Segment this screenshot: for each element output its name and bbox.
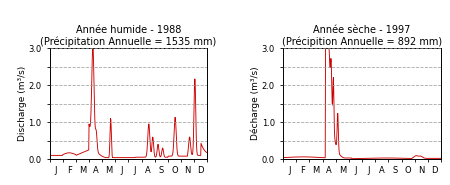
Text: O: O — [171, 166, 178, 175]
Title: Année sèche - 1997
(Précipition Annuelle = 892 mm): Année sèche - 1997 (Précipition Annuelle… — [282, 25, 442, 47]
Text: A: A — [379, 166, 385, 175]
Y-axis label: Décharge (m³/s): Décharge (m³/s) — [251, 67, 260, 140]
Text: M: M — [105, 166, 112, 175]
Text: J: J — [55, 166, 57, 175]
Text: J: J — [354, 166, 357, 175]
Text: A: A — [145, 166, 151, 175]
Text: J: J — [121, 166, 123, 175]
Text: O: O — [405, 166, 411, 175]
Text: A: A — [326, 166, 332, 175]
Text: N: N — [184, 166, 191, 175]
Text: M: M — [339, 166, 346, 175]
Text: F: F — [67, 166, 72, 175]
Y-axis label: Discharge (m³/s): Discharge (m³/s) — [18, 66, 27, 141]
Text: S: S — [159, 166, 164, 175]
Text: J: J — [134, 166, 136, 175]
Title: Année humide - 1988
(Précipitation Annuelle = 1535 mm): Année humide - 1988 (Précipitation Annue… — [40, 25, 216, 47]
Text: D: D — [198, 166, 204, 175]
Text: N: N — [418, 166, 424, 175]
Text: J: J — [288, 166, 291, 175]
Text: J: J — [367, 166, 370, 175]
Text: F: F — [301, 166, 305, 175]
Text: M: M — [79, 166, 86, 175]
Text: D: D — [431, 166, 438, 175]
Text: M: M — [312, 166, 319, 175]
Text: S: S — [392, 166, 398, 175]
Text: A: A — [93, 166, 99, 175]
